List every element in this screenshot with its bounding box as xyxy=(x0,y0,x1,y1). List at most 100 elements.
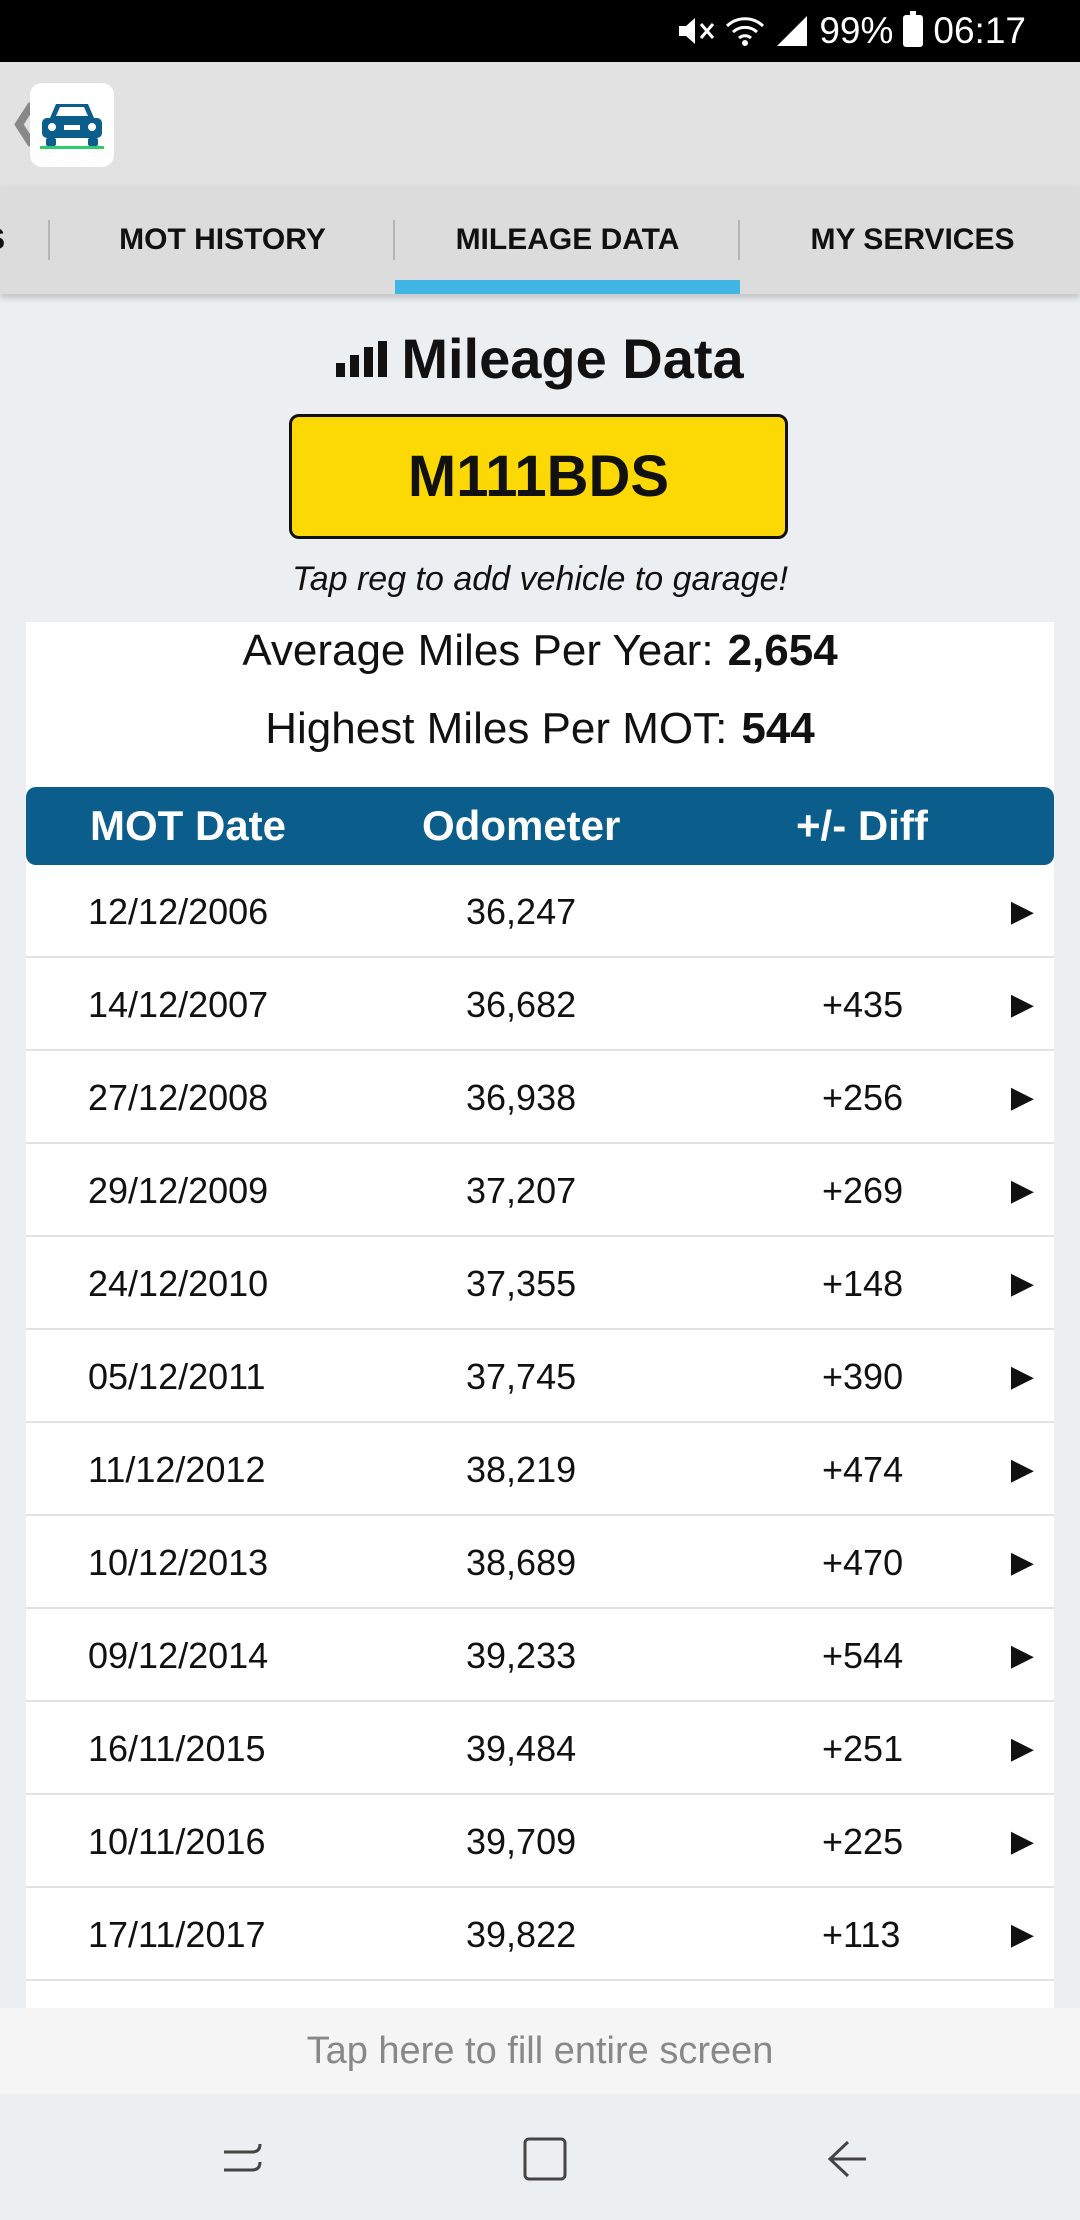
cell-odometer: 36,938 xyxy=(466,1076,577,1118)
cell-diff: +251 xyxy=(822,1727,904,1769)
cell-mot-date: 10/11/2016 xyxy=(88,1820,266,1862)
cell-mot-date: 14/12/2007 xyxy=(88,983,269,1025)
app-logo[interactable] xyxy=(30,83,114,167)
fill-screen-button[interactable]: Tap here to fill entire screen xyxy=(0,2008,1080,2094)
cell-mot-date: 12/12/2006 xyxy=(88,890,269,932)
mute-icon xyxy=(675,14,715,48)
tab-label: MY SERVICES xyxy=(810,223,1015,256)
row-arrow-icon[interactable]: ▶ xyxy=(1010,1918,1034,1951)
highest-miles-label: Highest Miles Per MOT: xyxy=(265,704,728,753)
battery-percent: 99% xyxy=(819,10,894,51)
cell-odometer: 38,219 xyxy=(466,1448,577,1490)
tab-divider xyxy=(738,220,740,260)
tab-my-services[interactable]: MY SERVICES xyxy=(740,186,1080,294)
table-row[interactable]: 11/12/2012 38,219 +474 ▶ xyxy=(26,1423,1054,1516)
cell-odometer: 36,247 xyxy=(466,890,577,932)
highest-miles-value: 544 xyxy=(741,704,815,753)
average-miles-value: 2,654 xyxy=(727,626,838,675)
table-row[interactable]: 12/12/2006 36,247 ▶ xyxy=(26,865,1054,958)
battery-icon xyxy=(903,11,924,47)
row-arrow-icon[interactable]: ▶ xyxy=(1010,1639,1034,1672)
tab-bar: S MOT HISTORY MILEAGE DATA MY SERVICES xyxy=(0,186,1080,294)
cell-mot-date: 16/11/2015 xyxy=(88,1727,266,1769)
signal-icon xyxy=(775,14,809,48)
page-title: Mileage Data xyxy=(0,326,1080,391)
table-row[interactable]: 17/11/2017 39,822 +113 ▶ xyxy=(26,1888,1054,1981)
tab-previous[interactable]: S xyxy=(0,186,50,294)
home-icon[interactable] xyxy=(510,2124,580,2194)
cell-odometer: 39,709 xyxy=(466,1820,577,1862)
table-row[interactable]: 27/12/2008 36,938 +256 ▶ xyxy=(26,1051,1054,1144)
tab-mot-history[interactable]: MOT HISTORY xyxy=(50,186,395,294)
cell-odometer: 37,355 xyxy=(466,1262,577,1304)
row-arrow-icon[interactable]: ▶ xyxy=(1010,1174,1034,1207)
average-miles-stat: Average Miles Per Year: 2,654 xyxy=(26,626,1054,676)
table-row[interactable]: 29/12/2009 37,207 +269 ▶ xyxy=(26,1144,1054,1237)
row-arrow-icon[interactable]: ▶ xyxy=(1010,1360,1034,1393)
mileage-panel: Average Miles Per Year: 2,654 Highest Mil… xyxy=(26,622,1054,2008)
wifi-icon xyxy=(725,14,765,48)
row-arrow-icon[interactable]: ▶ xyxy=(1010,1825,1034,1858)
row-arrow-icon[interactable]: ▶ xyxy=(1010,895,1034,928)
back-icon[interactable] xyxy=(812,2124,882,2194)
tab-divider xyxy=(393,220,395,260)
bar-chart-icon xyxy=(336,340,388,377)
cell-mot-date: 10/12/2013 xyxy=(88,1541,269,1583)
page-title-text: Mileage Data xyxy=(401,327,744,390)
table-row[interactable]: 14/12/2007 36,682 +435 ▶ xyxy=(26,958,1054,1051)
cell-diff: +225 xyxy=(822,1820,904,1862)
status-icons: 99% 06:17 xyxy=(675,0,1026,62)
clock: 06:17 xyxy=(933,10,1026,51)
recent-apps-icon[interactable] xyxy=(208,2124,278,2194)
cell-diff: +435 xyxy=(822,983,904,1025)
cell-mot-date: 17/11/2017 xyxy=(88,1913,266,1955)
cell-mot-date: 11/12/2012 xyxy=(88,1448,266,1490)
cell-odometer: 37,745 xyxy=(466,1355,577,1397)
status-bar: 99% 06:17 xyxy=(0,0,1080,62)
cell-odometer: 38,689 xyxy=(466,1541,577,1583)
row-arrow-icon[interactable]: ▶ xyxy=(1010,1732,1034,1765)
table-row[interactable]: 10/12/2013 38,689 +470 ▶ xyxy=(26,1516,1054,1609)
cell-odometer: 39,233 xyxy=(466,1634,577,1676)
car-icon xyxy=(40,104,104,149)
cell-mot-date: 27/12/2008 xyxy=(88,1076,269,1118)
row-arrow-icon[interactable]: ▶ xyxy=(1010,1453,1034,1486)
header-odometer: Odometer xyxy=(422,802,621,849)
cell-odometer: 39,822 xyxy=(466,1913,577,1955)
table-row[interactable]: 05/12/2011 37,745 +390 ▶ xyxy=(26,1330,1054,1423)
cell-odometer: 37,207 xyxy=(466,1169,577,1211)
row-arrow-icon[interactable]: ▶ xyxy=(1010,1546,1034,1579)
cell-diff: +113 xyxy=(822,1913,901,1955)
table-row[interactable]: 10/11/2016 39,709 +225 ▶ xyxy=(26,1795,1054,1888)
cell-mot-date: 09/12/2014 xyxy=(88,1634,269,1676)
highest-miles-stat: Highest Miles Per MOT: 544 xyxy=(26,704,1054,754)
table-header: MOT Date Odometer +/- Diff xyxy=(26,787,1054,865)
system-nav-bar xyxy=(0,2094,1080,2220)
cell-mot-date: 05/12/2011 xyxy=(88,1355,266,1397)
row-arrow-icon[interactable]: ▶ xyxy=(1010,1267,1034,1300)
cell-diff: +544 xyxy=(822,1634,904,1676)
cell-diff: +390 xyxy=(822,1355,904,1397)
row-arrow-icon[interactable]: ▶ xyxy=(1010,1081,1034,1114)
tab-divider xyxy=(48,220,50,260)
app-bar: ❮ xyxy=(0,62,1080,186)
table-row[interactable]: 24/12/2010 37,355 +148 ▶ xyxy=(26,1237,1054,1330)
cell-odometer: 39,484 xyxy=(466,1727,577,1769)
registration-plate-button[interactable]: M111BDS xyxy=(289,414,788,539)
cell-diff: +148 xyxy=(822,1262,904,1304)
tab-label: MILEAGE DATA xyxy=(455,223,680,256)
row-arrow-icon[interactable]: ▶ xyxy=(1010,988,1034,1021)
cell-mot-date: 29/12/2009 xyxy=(88,1169,269,1211)
add-to-garage-hint: Tap reg to add vehicle to garage! xyxy=(292,560,788,598)
table-row[interactable]: 09/12/2014 39,233 +544 ▶ xyxy=(26,1609,1054,1702)
cell-diff: +269 xyxy=(822,1169,904,1211)
header-mot-date: MOT Date xyxy=(90,802,287,849)
cell-mot-date: 24/12/2010 xyxy=(88,1262,269,1304)
cell-odometer: 36,682 xyxy=(466,983,577,1025)
average-miles-label: Average Miles Per Year: xyxy=(242,626,714,675)
tab-label: S xyxy=(0,223,5,257)
table-row[interactable]: 16/11/2015 39,484 +251 ▶ xyxy=(26,1702,1054,1795)
cell-diff: +470 xyxy=(822,1541,904,1583)
cell-diff: +256 xyxy=(822,1076,904,1118)
tab-mileage-data[interactable]: MILEAGE DATA xyxy=(395,186,740,294)
